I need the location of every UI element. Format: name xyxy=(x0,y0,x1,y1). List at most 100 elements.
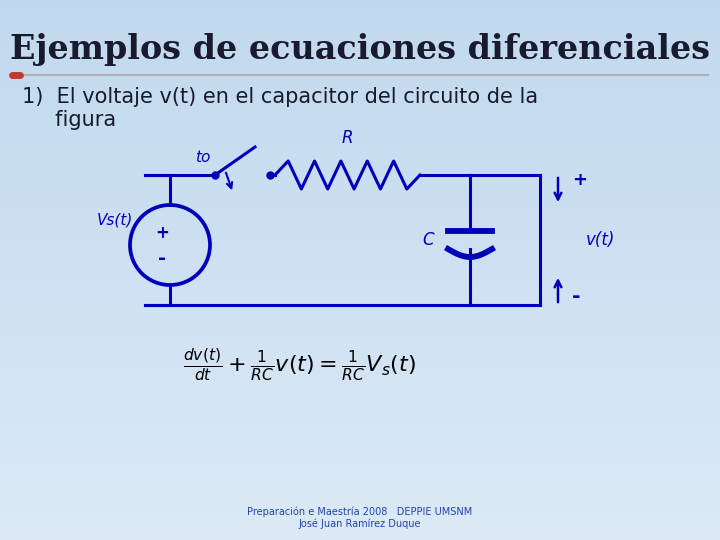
Bar xyxy=(0,391,720,392)
Bar xyxy=(0,308,720,309)
Bar xyxy=(0,106,720,107)
Text: C: C xyxy=(422,231,434,249)
Bar xyxy=(0,191,720,192)
Bar xyxy=(0,215,720,216)
Bar xyxy=(0,337,720,338)
Bar xyxy=(0,193,720,194)
Bar xyxy=(0,408,720,409)
Bar xyxy=(0,98,720,99)
Bar xyxy=(0,365,720,366)
Bar xyxy=(0,458,720,459)
Bar xyxy=(0,183,720,184)
Text: -: - xyxy=(158,248,166,267)
Bar xyxy=(0,108,720,109)
Bar xyxy=(0,201,720,202)
Bar xyxy=(0,134,720,135)
Bar xyxy=(0,186,720,187)
Text: v(t): v(t) xyxy=(586,231,616,249)
Bar xyxy=(0,53,720,54)
Bar xyxy=(0,430,720,431)
Bar xyxy=(0,326,720,327)
Bar xyxy=(0,157,720,158)
Bar xyxy=(0,163,720,164)
Bar xyxy=(0,402,720,403)
Bar xyxy=(0,69,720,70)
Bar xyxy=(0,153,720,154)
Text: -: - xyxy=(572,287,580,307)
Bar xyxy=(0,535,720,536)
Bar xyxy=(0,423,720,424)
Bar xyxy=(0,353,720,354)
Bar xyxy=(0,520,720,521)
Bar xyxy=(0,478,720,479)
Bar xyxy=(0,63,720,64)
Bar xyxy=(0,21,720,22)
Bar xyxy=(0,442,720,443)
Bar xyxy=(0,218,720,219)
Bar xyxy=(0,457,720,458)
Bar xyxy=(0,224,720,225)
Bar xyxy=(0,378,720,379)
Bar xyxy=(0,243,720,244)
Bar xyxy=(0,280,720,281)
Bar xyxy=(0,530,720,531)
Text: Preparación e Maestría 2008   DEPPIE UMSNM: Preparación e Maestría 2008 DEPPIE UMSNM xyxy=(248,507,472,517)
Bar xyxy=(0,536,720,537)
Bar xyxy=(0,361,720,362)
Bar xyxy=(0,137,720,138)
Bar xyxy=(0,164,720,165)
Bar xyxy=(0,104,720,105)
Bar xyxy=(0,315,720,316)
Bar xyxy=(0,166,720,167)
Bar xyxy=(0,91,720,92)
Bar xyxy=(0,203,720,204)
Bar xyxy=(0,394,720,395)
Bar xyxy=(0,487,720,488)
Bar xyxy=(0,314,720,315)
Bar xyxy=(0,77,720,78)
Bar xyxy=(0,135,720,136)
Bar xyxy=(0,230,720,231)
Bar xyxy=(0,185,720,186)
Bar xyxy=(0,217,720,218)
Bar xyxy=(0,170,720,171)
Bar xyxy=(0,126,720,127)
Bar xyxy=(0,301,720,302)
Bar xyxy=(0,66,720,67)
Bar xyxy=(0,82,720,83)
Bar xyxy=(0,383,720,384)
Bar xyxy=(0,469,720,470)
Bar xyxy=(0,232,720,233)
Bar xyxy=(0,354,720,355)
Bar xyxy=(0,335,720,336)
Bar xyxy=(0,38,720,39)
Bar xyxy=(0,262,720,263)
Bar xyxy=(0,328,720,329)
Bar xyxy=(0,477,720,478)
Bar xyxy=(0,485,720,486)
Bar xyxy=(0,298,720,299)
Bar xyxy=(0,538,720,539)
Bar xyxy=(0,427,720,428)
Bar xyxy=(0,377,720,378)
Bar xyxy=(0,158,720,159)
Bar xyxy=(0,45,720,46)
Bar xyxy=(0,290,720,291)
Bar xyxy=(0,88,720,89)
Bar xyxy=(0,119,720,120)
Bar xyxy=(0,150,720,151)
Bar xyxy=(0,334,720,335)
Bar xyxy=(0,295,720,296)
Bar xyxy=(0,522,720,523)
Bar xyxy=(0,78,720,79)
Bar xyxy=(0,31,720,32)
Bar xyxy=(0,238,720,239)
Bar xyxy=(0,359,720,360)
Bar xyxy=(0,103,720,104)
Bar xyxy=(0,231,720,232)
Text: Ejemplos de ecuaciones diferenciales: Ejemplos de ecuaciones diferenciales xyxy=(10,33,710,66)
Bar xyxy=(0,81,720,82)
Bar xyxy=(0,276,720,277)
Bar xyxy=(0,57,720,58)
Bar xyxy=(0,303,720,304)
